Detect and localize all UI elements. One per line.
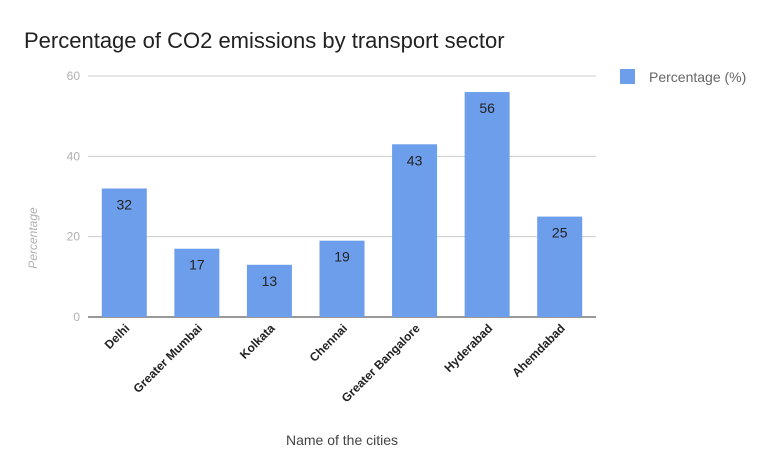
y-tick-label: 20 xyxy=(67,230,81,244)
x-tick-label: Kolkata xyxy=(237,321,278,362)
data-label: 32 xyxy=(116,196,132,212)
x-tick-label: Chennai xyxy=(307,321,350,364)
y-tick-label: 0 xyxy=(73,310,80,324)
bar xyxy=(246,264,292,317)
y-axis-title: Percentage xyxy=(26,207,40,269)
bar xyxy=(174,248,220,317)
x-tick-label: Ahemdabad xyxy=(509,321,567,379)
x-tick-label: Delhi xyxy=(102,321,133,352)
bar xyxy=(537,216,583,317)
x-tick-label: Hyderabad xyxy=(442,321,496,375)
data-label: 19 xyxy=(334,249,350,265)
x-tick-label: Greater Mumbai xyxy=(130,321,205,396)
data-label: 17 xyxy=(189,257,205,273)
x-axis-title: Name of the cities xyxy=(286,432,398,448)
data-label: 43 xyxy=(407,152,423,168)
chart-title: Percentage of CO2 emissions by transport… xyxy=(24,28,505,53)
legend-swatch xyxy=(620,69,635,84)
legend: Percentage (%) xyxy=(620,69,746,85)
y-tick-label: 60 xyxy=(67,69,81,83)
data-label: 13 xyxy=(262,273,278,289)
y-tick-label: 40 xyxy=(67,149,81,163)
x-tick-label: Greater Bangalore xyxy=(339,321,423,405)
bar xyxy=(464,92,510,317)
bar xyxy=(101,188,147,317)
bar xyxy=(392,144,438,317)
data-label: 25 xyxy=(552,225,568,241)
bar xyxy=(319,240,365,317)
data-label: 56 xyxy=(479,100,495,116)
legend-label: Percentage (%) xyxy=(649,69,746,85)
